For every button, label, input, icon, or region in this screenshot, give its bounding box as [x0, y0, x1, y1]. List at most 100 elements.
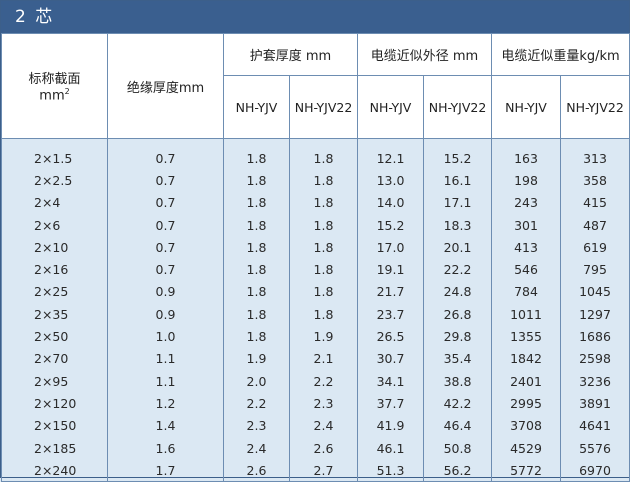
- header-sheath: 护套厚度 mm: [223, 33, 358, 76]
- header-sheath-nh-yjv22: NH-YJV22: [289, 75, 358, 139]
- cell-sheath-nh-yjv22: 1.9: [289, 325, 358, 348]
- header-row-2: NH-YJV NH-YJV22 NH-YJV NH-YJV22 NH-YJV N…: [2, 75, 630, 139]
- table-row: 2×4 0.7 1.8 1.8 14.0 17.1 243 415: [1, 191, 630, 214]
- header-row-1: 标称截面 mm2 绝缘厚度mm 护套厚度 mm 电缆近似外径 mm 电缆近似重量…: [1, 33, 630, 139]
- cell-sheath-nh-yjv: 2.6: [223, 459, 290, 482]
- table-title: 2 芯: [1, 1, 629, 33]
- cell-weight-nh-yjv: 243: [491, 191, 561, 214]
- header-section-label: 标称截面: [28, 72, 81, 88]
- cell-size: 2×95: [1, 369, 108, 393]
- table-row: 2×150 1.4 2.3 2.4 41.9 46.4 3708 4641: [1, 414, 630, 437]
- cell-weight-nh-yjv: 3708: [491, 414, 561, 437]
- cell-insulation: 1.1: [107, 369, 224, 393]
- cell-weight-nh-yjv22: 2598: [559, 347, 630, 370]
- table-row: 2×25 0.9 1.8 1.8 21.7 24.8 784 1045: [1, 280, 630, 304]
- cell-od-nh-yjv22: 16.1: [423, 169, 492, 192]
- cable-spec-table: 标称截面 mm2 绝缘厚度mm 护套厚度 mm 电缆近似外径 mm 电缆近似重量…: [1, 33, 630, 482]
- section-unit-text: mm: [39, 88, 65, 104]
- cell-insulation: 0.9: [107, 280, 224, 304]
- cell-od-nh-yjv22: 35.4: [423, 347, 492, 370]
- cell-od-nh-yjv: 13.0: [357, 169, 424, 192]
- cell-weight-nh-yjv: 2401: [491, 369, 561, 393]
- cell-weight-nh-yjv: 198: [491, 169, 561, 192]
- cell-weight-nh-yjv22: 1045: [559, 280, 630, 304]
- header-section: 标称截面 mm2: [1, 33, 108, 139]
- cell-insulation: 1.6: [107, 436, 224, 460]
- cell-sheath-nh-yjv22: 1.8: [289, 138, 358, 170]
- cell-sheath-nh-yjv: 1.8: [223, 325, 290, 348]
- cell-od-nh-yjv: 19.1: [357, 258, 424, 281]
- cell-od-nh-yjv22: 17.1: [423, 191, 492, 214]
- header-outer-diameter: 电缆近似外径 mm: [357, 33, 492, 76]
- cell-od-nh-yjv: 23.7: [357, 303, 424, 326]
- table-row: 2×120 1.2 2.2 2.3 37.7 42.2 2995 3891: [1, 392, 630, 415]
- cell-insulation: 1.1: [107, 347, 224, 370]
- cell-insulation: 0.7: [107, 213, 224, 237]
- cell-sheath-nh-yjv: 1.8: [223, 213, 290, 237]
- cell-sheath-nh-yjv22: 1.8: [289, 236, 358, 259]
- cell-insulation: 0.7: [107, 191, 224, 214]
- cell-weight-nh-yjv: 4529: [491, 436, 561, 460]
- cell-od-nh-yjv22: 29.8: [423, 325, 492, 348]
- cell-size: 2×10: [1, 236, 108, 259]
- cell-weight-nh-yjv: 163: [491, 138, 561, 170]
- cell-sheath-nh-yjv: 1.8: [223, 280, 290, 304]
- cell-size: 2×150: [1, 414, 108, 437]
- cell-insulation: 0.9: [107, 303, 224, 326]
- table-row: 2×2.5 0.7 1.8 1.8 13.0 16.1 198 358: [1, 169, 630, 192]
- cell-od-nh-yjv22: 26.8: [423, 303, 492, 326]
- cell-od-nh-yjv: 34.1: [357, 369, 424, 393]
- header-sheath-nh-yjv: NH-YJV: [223, 75, 290, 139]
- cell-weight-nh-yjv: 301: [491, 213, 561, 237]
- table-row: 2×70 1.1 1.9 2.1 30.7 35.4 1842 2598: [1, 347, 630, 370]
- cell-od-nh-yjv: 51.3: [357, 459, 424, 482]
- table-row: 2×185 1.6 2.4 2.6 46.1 50.8 4529 5576: [1, 436, 630, 460]
- cell-sheath-nh-yjv22: 1.8: [289, 169, 358, 192]
- cell-od-nh-yjv: 17.0: [357, 236, 424, 259]
- cell-size: 2×25: [1, 280, 108, 304]
- cell-od-nh-yjv: 37.7: [357, 392, 424, 415]
- cell-sheath-nh-yjv: 1.8: [223, 236, 290, 259]
- table-row: 2×95 1.1 2.0 2.2 34.1 38.8 2401 3236: [1, 369, 630, 393]
- cell-sheath-nh-yjv22: 2.7: [289, 459, 358, 482]
- cell-od-nh-yjv: 15.2: [357, 213, 424, 237]
- table-row: 2×10 0.7 1.8 1.8 17.0 20.1 413 619: [1, 236, 630, 259]
- cell-sheath-nh-yjv22: 1.8: [289, 303, 358, 326]
- cell-weight-nh-yjv: 784: [491, 280, 561, 304]
- cell-weight-nh-yjv: 5772: [491, 459, 561, 482]
- cell-weight-nh-yjv22: 1297: [559, 303, 630, 326]
- cell-insulation: 1.4: [107, 414, 224, 437]
- cell-od-nh-yjv: 30.7: [357, 347, 424, 370]
- table-row: 2×16 0.7 1.8 1.8 19.1 22.2 546 795: [1, 258, 630, 281]
- cell-size: 2×1.5: [1, 138, 108, 170]
- cell-od-nh-yjv22: 42.2: [423, 392, 492, 415]
- cell-insulation: 1.2: [107, 392, 224, 415]
- cell-insulation: 1.0: [107, 325, 224, 348]
- cell-weight-nh-yjv22: 5576: [559, 436, 630, 460]
- cell-od-nh-yjv22: 20.1: [423, 236, 492, 259]
- cell-size: 2×50: [1, 325, 108, 348]
- cell-size: 2×35: [1, 303, 108, 326]
- header-section-unit: mm2: [2, 87, 107, 103]
- cell-od-nh-yjv22: 56.2: [423, 459, 492, 482]
- header-weight-nh-yjv: NH-YJV: [491, 75, 561, 139]
- cell-weight-nh-yjv22: 415: [559, 191, 630, 214]
- cell-weight-nh-yjv: 546: [491, 258, 561, 281]
- cell-sheath-nh-yjv22: 1.8: [289, 258, 358, 281]
- header-weight: 电缆近似重量kg/km: [490, 33, 630, 76]
- cell-insulation: 0.7: [107, 169, 224, 192]
- cell-sheath-nh-yjv22: 2.3: [289, 392, 358, 415]
- header-od-nh-yjv22: NH-YJV22: [423, 75, 492, 139]
- cell-insulation: 0.7: [107, 236, 224, 259]
- cell-od-nh-yjv: 41.9: [357, 414, 424, 437]
- cell-sheath-nh-yjv: 1.8: [223, 191, 290, 214]
- cell-size: 2×2.5: [1, 169, 108, 192]
- cell-weight-nh-yjv22: 3236: [559, 369, 630, 393]
- cell-sheath-nh-yjv22: 2.1: [289, 347, 358, 370]
- table-row: 2×35 0.9 1.8 1.8 23.7 26.8 1011 1297: [1, 303, 630, 326]
- cell-weight-nh-yjv: 1842: [491, 347, 561, 370]
- cell-size: 2×4: [1, 191, 108, 214]
- table-row: 2×6 0.7 1.8 1.8 15.2 18.3 301 487: [1, 213, 630, 237]
- cell-weight-nh-yjv22: 3891: [559, 392, 630, 415]
